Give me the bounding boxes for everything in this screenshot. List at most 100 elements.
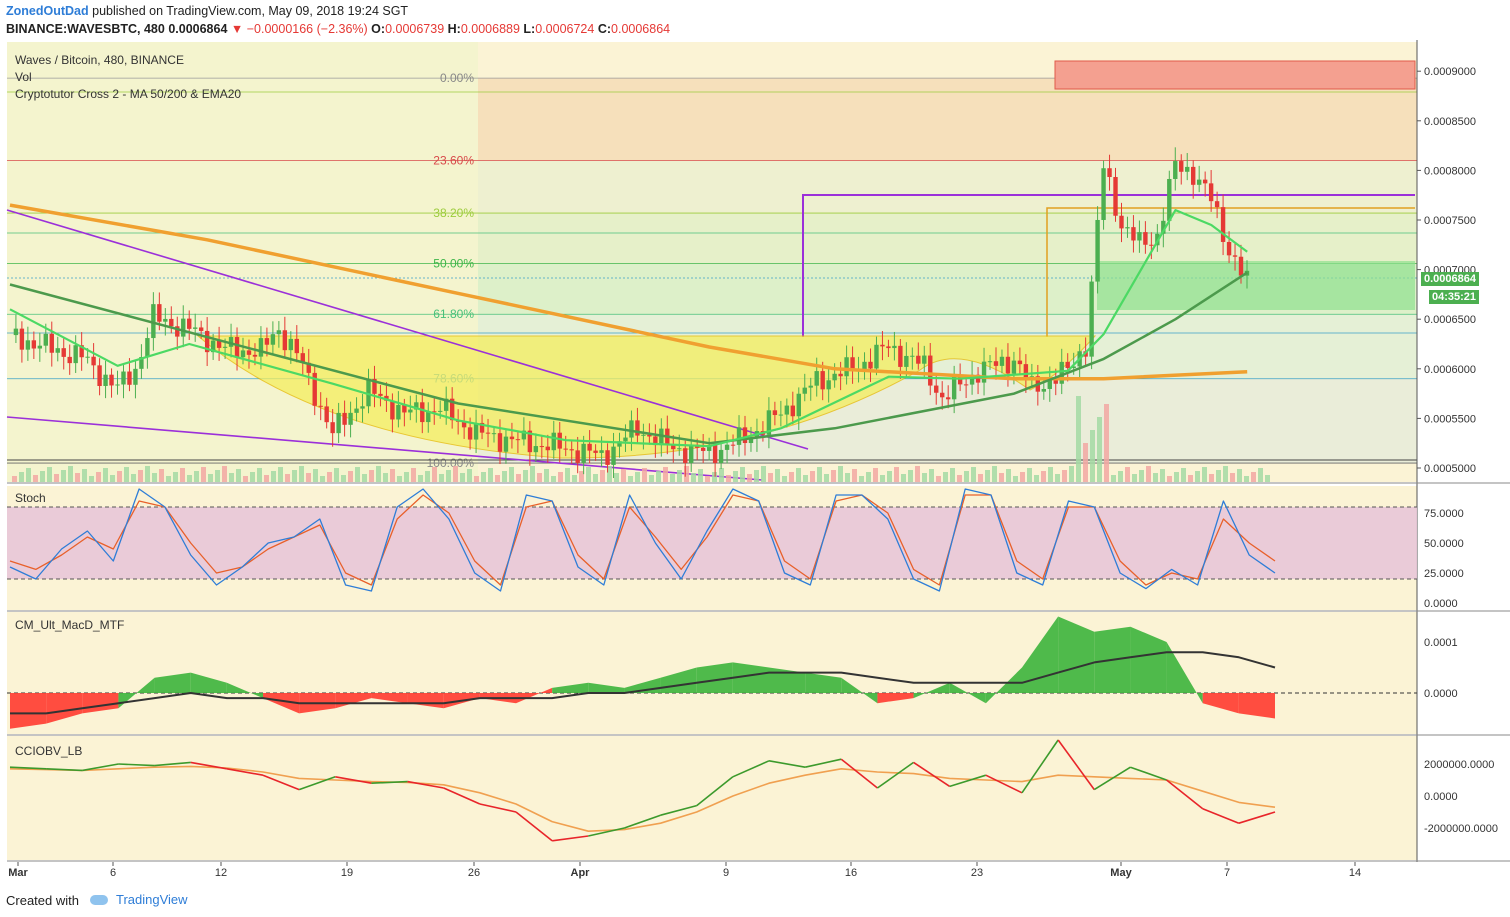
macd-hist-area: [516, 687, 553, 704]
cciobv-tick-label: 2000000.0000: [1424, 759, 1494, 771]
cciobv-segment: [1093, 766, 1131, 791]
candle-body: [55, 348, 60, 353]
volume-bar: [1153, 473, 1158, 482]
candle-body: [545, 446, 550, 451]
volume-bar: [61, 470, 66, 482]
candle-body: [862, 361, 867, 370]
cciobv-segment: [262, 774, 300, 791]
macd-hist-area: [82, 693, 119, 714]
volume-bar: [740, 467, 745, 482]
volume-bar: [999, 473, 1004, 482]
volume-bar: [663, 467, 668, 482]
fib-zone: [478, 213, 1417, 264]
candle-body: [605, 450, 610, 465]
volume-bar: [866, 472, 871, 482]
candle-body: [408, 409, 413, 413]
candle-body: [97, 365, 102, 386]
candle-body: [1125, 227, 1130, 229]
cciobv-segment: [118, 763, 155, 767]
candle-body: [647, 434, 652, 437]
candle-body: [748, 438, 754, 444]
volume-bar: [614, 473, 619, 482]
tradingview-link[interactable]: TradingView: [88, 892, 188, 907]
candle-body: [318, 405, 323, 407]
candle-body: [808, 385, 813, 388]
candle-body: [987, 361, 993, 363]
volume-bar: [460, 473, 465, 482]
volume-bar: [852, 469, 857, 482]
candle-body: [79, 345, 84, 358]
volume-bar: [978, 474, 983, 482]
candle-body: [802, 387, 807, 394]
volume-bar: [495, 475, 500, 482]
candle-body: [312, 372, 317, 406]
volume-bar: [1097, 417, 1102, 482]
volume-bar: [75, 473, 80, 482]
volume-bar: [166, 476, 171, 482]
volume-bar: [362, 474, 367, 482]
candle-body: [1071, 366, 1076, 369]
candle-body: [581, 443, 586, 463]
stoch-tick-label: 50.0000: [1424, 538, 1464, 550]
candle-body: [187, 318, 192, 329]
ema20-line: [9, 209, 1248, 448]
price-tick-label: 0.0005500: [1424, 413, 1476, 425]
volume-bar: [768, 473, 773, 482]
volume-bar: [509, 467, 514, 482]
volume-bar: [551, 476, 556, 482]
volume-bar: [950, 468, 955, 482]
volume-bar: [432, 467, 437, 482]
ma-indicator-label: Cryptotutor Cross 2 - MA 50/200 & EMA20: [15, 87, 242, 101]
volume-bar: [894, 467, 899, 482]
volume-bar: [40, 471, 45, 482]
candle-body: [222, 346, 228, 348]
candle-body: [31, 340, 37, 349]
candle-body: [653, 436, 658, 446]
macd-hist-area: [1130, 626, 1167, 693]
stoch-pane-title: Stoch: [15, 491, 46, 505]
tradingview-brand-text: TradingView: [116, 892, 188, 907]
candle-body: [109, 374, 114, 386]
volume-bar: [817, 467, 822, 482]
open-label: O:: [371, 22, 386, 36]
candle-body: [49, 333, 54, 353]
candle-body: [390, 400, 395, 420]
volume-bar: [383, 473, 388, 482]
candle-body: [1167, 178, 1172, 221]
volume-bar: [446, 470, 451, 482]
macd-hist-area: [1022, 616, 1059, 693]
volume-bar: [348, 471, 353, 482]
volume-bar: [901, 474, 906, 482]
chart-canvas[interactable]: 0.00%23.60%38.20%50.00%61.80%78.60%100.0…: [0, 40, 1510, 887]
candle-body: [1173, 161, 1178, 179]
volume-bar: [1195, 471, 1200, 482]
candle-body: [485, 432, 491, 434]
candle-body: [432, 411, 437, 413]
volume-bar: [159, 469, 164, 482]
macd-hist-area: [949, 682, 986, 704]
time-tick-label: 6: [110, 867, 116, 879]
candle-body: [1226, 241, 1232, 256]
candle-body: [1023, 364, 1029, 380]
volume-bar: [292, 470, 297, 482]
candle-body: [766, 410, 772, 435]
candle-body: [1191, 166, 1196, 185]
candle-body: [778, 414, 784, 416]
candle-body: [503, 436, 509, 452]
price-tick-label: 0.0008000: [1424, 165, 1476, 177]
fib-label: 0.00%: [440, 71, 474, 85]
stoch-band: [7, 507, 1417, 579]
volume-bar: [306, 473, 311, 482]
volume-bar: [747, 474, 752, 482]
candle-body: [706, 445, 712, 451]
candle-body: [1185, 166, 1190, 172]
author-link[interactable]: ZonedOutDad: [6, 4, 89, 18]
candle-body: [467, 427, 473, 440]
macd-hist-area: [154, 672, 191, 693]
volume-bar: [1146, 466, 1151, 482]
candle-body: [1149, 244, 1154, 246]
volume-bar: [621, 469, 626, 482]
volume-bar: [173, 472, 178, 482]
cciobv-segment: [804, 758, 842, 768]
candle-body: [294, 338, 299, 354]
